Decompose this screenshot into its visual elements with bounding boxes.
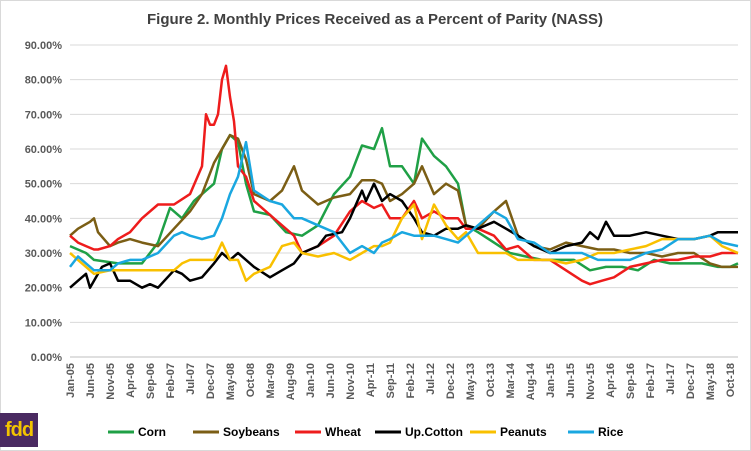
x-tick-label: Feb-17 xyxy=(645,363,657,398)
x-tick-label: Jan-10 xyxy=(305,363,317,398)
y-tick-label: 0.00% xyxy=(31,352,62,364)
x-tick-label: Oct-18 xyxy=(725,363,737,397)
x-tick-label: May-18 xyxy=(705,363,717,400)
x-tick-label: Dec-07 xyxy=(205,363,217,399)
legend-label: Rice xyxy=(598,425,624,439)
x-tick-label: Oct-13 xyxy=(485,363,497,397)
x-tick-label: Jun-05 xyxy=(85,363,97,398)
x-tick-label: Jul-17 xyxy=(665,363,677,395)
x-tick-label: Oct-08 xyxy=(245,363,257,397)
x-tick-label: Sep-11 xyxy=(385,363,397,398)
chart-title: Figure 2. Monthly Prices Received as a P… xyxy=(147,11,603,28)
legend-label: Soybeans xyxy=(223,425,280,439)
x-tick-label: Sep-16 xyxy=(625,363,637,399)
series-line-soybeans xyxy=(69,133,738,269)
x-tick-label: Apr-06 xyxy=(125,363,137,398)
y-tick-label: 10.00% xyxy=(25,317,63,329)
x-tick-label: Jun-10 xyxy=(325,363,337,398)
x-tick-label: Jul-07 xyxy=(185,363,197,395)
series-line-wheat xyxy=(69,64,738,286)
x-tick-label: Mar-09 xyxy=(265,363,277,398)
series-line-rice xyxy=(69,140,739,272)
x-tick-label: Jul-12 xyxy=(425,363,437,395)
y-tick-label: 40.00% xyxy=(25,213,63,225)
legend-label: Corn xyxy=(138,425,166,439)
series-lines xyxy=(69,64,739,289)
legend-label: Wheat xyxy=(325,425,361,439)
x-tick-label: Aug-14 xyxy=(525,362,537,400)
legend-label: Up.Cotton xyxy=(405,425,463,439)
y-tick-label: 70.00% xyxy=(25,109,63,121)
x-tick-label: Dec-12 xyxy=(445,363,457,399)
y-tick-label: 20.00% xyxy=(25,283,63,295)
x-axis-ticks: Jan-05 Jun-05 Nov-05 Apr-06 Sep-06 Feb-07 Jul-… xyxy=(65,362,737,400)
y-tick-label: 50.00% xyxy=(25,179,63,191)
x-tick-label: Nov-05 xyxy=(105,363,117,400)
fdd-logo: fdd xyxy=(0,413,38,447)
y-tick-label: 60.00% xyxy=(25,144,63,156)
x-tick-label: Jan-15 xyxy=(545,363,557,398)
y-tick-label: 90.00% xyxy=(25,40,63,52)
x-tick-label: May-08 xyxy=(225,363,237,400)
x-tick-label: May-13 xyxy=(465,363,477,400)
y-tick-label: 80.00% xyxy=(25,75,63,87)
x-tick-label: Sep-06 xyxy=(145,363,157,399)
x-tick-label: Aug-09 xyxy=(285,363,297,400)
legend-label: Peanuts xyxy=(500,425,547,439)
x-tick-label: Apr-16 xyxy=(605,363,617,398)
x-tick-label: Mar-14 xyxy=(505,362,517,398)
x-tick-label: Jun-15 xyxy=(565,363,577,398)
x-tick-label: Jan-05 xyxy=(65,363,77,398)
x-tick-label: Feb-07 xyxy=(165,363,177,398)
x-tick-label: Dec-17 xyxy=(685,363,697,399)
x-tick-label: Apr-11 xyxy=(365,363,377,397)
legend: Corn Soybeans Wheat Up.Cotton Peanuts Rice xyxy=(108,425,624,439)
y-axis-ticks: 0.00% 10.00% 20.00% 30.00% 40.00% 50.00% 60.00… xyxy=(25,40,63,364)
series-line-up-cotton xyxy=(69,182,738,289)
y-tick-label: 30.00% xyxy=(25,248,63,260)
series-line-corn xyxy=(69,126,739,272)
x-tick-label: Nov-10 xyxy=(345,363,357,400)
x-tick-label: Nov-15 xyxy=(585,363,597,400)
gridlines xyxy=(70,44,738,323)
x-tick-label: Feb-12 xyxy=(405,363,417,398)
